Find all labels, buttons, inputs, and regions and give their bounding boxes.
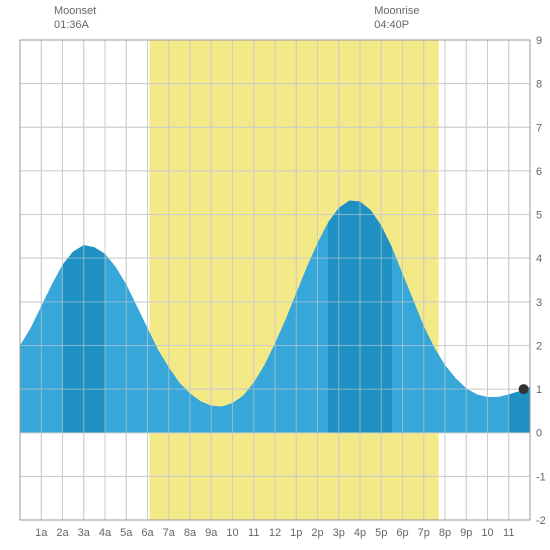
x-tick-label: 7p bbox=[418, 527, 430, 539]
end-marker bbox=[519, 384, 529, 394]
moonset-label: Moonset bbox=[54, 5, 96, 17]
x-tick-label: 10 bbox=[481, 527, 493, 539]
x-tick-label: 3a bbox=[78, 527, 91, 539]
x-tick-label: 2a bbox=[56, 527, 69, 539]
y-tick-label: 1 bbox=[536, 384, 542, 396]
y-tick-label: 2 bbox=[536, 340, 542, 352]
x-tick-label: 11 bbox=[248, 527, 259, 539]
y-tick-label: 3 bbox=[536, 297, 542, 309]
x-tick-label: 7a bbox=[163, 527, 176, 539]
moonset-time: 01:36A bbox=[54, 19, 90, 31]
y-tick-label: 9 bbox=[536, 35, 542, 47]
moonrise-time: 04:40P bbox=[374, 19, 409, 31]
x-tick-label: 4a bbox=[99, 527, 112, 539]
x-tick-label: 9a bbox=[205, 527, 218, 539]
x-tick-label: 1p bbox=[290, 527, 302, 539]
x-tick-label: 10 bbox=[226, 527, 238, 539]
y-tick-label: 5 bbox=[536, 210, 542, 222]
tide-dark-tail bbox=[509, 387, 530, 433]
x-tick-label: 5p bbox=[375, 527, 387, 539]
moonrise-label: Moonrise bbox=[374, 5, 419, 17]
x-tick-label: 9p bbox=[460, 527, 472, 539]
y-tick-label: 7 bbox=[536, 122, 542, 134]
y-tick-label: -2 bbox=[536, 515, 546, 527]
x-tick-label: 12 bbox=[269, 527, 281, 539]
x-tick-label: 11 bbox=[503, 527, 514, 539]
y-tick-label: 0 bbox=[536, 428, 542, 440]
y-tick-label: 4 bbox=[536, 253, 542, 265]
tide-chart: -2-101234567891a2a3a4a5a6a7a8a9a1011121p… bbox=[0, 0, 550, 550]
y-tick-label: -1 bbox=[536, 471, 546, 483]
y-tick-label: 8 bbox=[536, 79, 542, 91]
x-tick-label: 8p bbox=[439, 527, 451, 539]
chart-svg: -2-101234567891a2a3a4a5a6a7a8a9a1011121p… bbox=[0, 0, 550, 550]
x-tick-label: 2p bbox=[311, 527, 323, 539]
x-tick-label: 6p bbox=[396, 527, 408, 539]
x-tick-label: 5a bbox=[120, 527, 133, 539]
x-tick-label: 1a bbox=[35, 527, 48, 539]
x-tick-label: 4p bbox=[354, 527, 366, 539]
x-tick-label: 8a bbox=[184, 527, 197, 539]
x-tick-label: 3p bbox=[333, 527, 345, 539]
y-tick-label: 6 bbox=[536, 166, 542, 178]
x-tick-label: 6a bbox=[141, 527, 154, 539]
